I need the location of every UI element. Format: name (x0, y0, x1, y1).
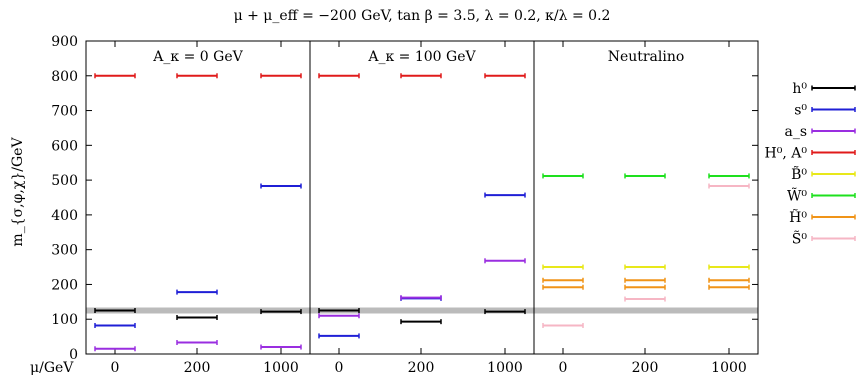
y-tick-label: 500 (51, 173, 78, 189)
data-point (400, 73, 442, 79)
data-point (318, 333, 360, 339)
x-tick-label: 200 (408, 360, 435, 376)
x-tick-label: 1000 (487, 360, 523, 376)
y-tick-label: 400 (51, 208, 78, 224)
chart-title: μ + μ_eff = −200 GeV, tan β = 3.5, λ = 0… (234, 8, 611, 24)
y-tick-label: 600 (51, 138, 78, 154)
data-point (484, 258, 526, 264)
data-point (708, 183, 750, 189)
legend: h⁰ s⁰ a_s H⁰, A⁰ B̃⁰ W̃⁰ H̃⁰ S̃⁰ (765, 81, 856, 248)
legend-entry: B̃⁰ (791, 165, 856, 183)
data-point (624, 284, 666, 290)
x-tick-label: 1000 (263, 360, 299, 376)
data-point (318, 73, 360, 79)
data-point (708, 173, 750, 179)
panel-label: Neutralino (608, 49, 685, 65)
data-point (542, 284, 584, 290)
legend-entry: a_s (784, 124, 856, 140)
legend-entry: H⁰, A⁰ (765, 146, 856, 162)
data-point (542, 322, 584, 328)
data-point (260, 183, 302, 189)
data-point (94, 322, 136, 328)
data-point (318, 313, 360, 319)
y-tick-label: 800 (51, 69, 78, 85)
data-point (400, 319, 442, 325)
data-point (176, 340, 218, 346)
y-tick-label: 0 (69, 347, 78, 363)
data-point (94, 308, 136, 314)
data-point (624, 173, 666, 179)
data-point (708, 264, 750, 270)
y-tick-label: 100 (51, 312, 78, 328)
x-tick-label: 1000 (711, 360, 747, 376)
legend-label: W̃⁰ (787, 187, 807, 205)
legend-entry: h⁰ (792, 81, 856, 97)
data-point (542, 264, 584, 270)
plot-frame (85, 40, 759, 355)
legend-entry: H̃⁰ (789, 208, 856, 226)
y-tick-label: 700 (51, 104, 78, 120)
legend-label: s⁰ (794, 103, 807, 119)
x-tick-label: 0 (335, 360, 344, 376)
data-point (484, 73, 526, 79)
data-point (484, 192, 526, 198)
legend-label: B̃⁰ (791, 165, 807, 183)
x-axis-label: μ/GeV (30, 360, 74, 376)
data-point (542, 277, 584, 283)
plot-area: 0 100 200 300 400 500 600 700 800 900 0 200 1000 0 200… (51, 34, 759, 376)
panel-label: A_κ = 100 GeV (367, 49, 476, 65)
y-tick-label: 300 (51, 243, 78, 259)
x-tick-label: 0 (559, 360, 568, 376)
data-point (624, 296, 666, 302)
data-point (708, 277, 750, 283)
data-point (260, 73, 302, 79)
data-point (260, 309, 302, 315)
data-point (624, 277, 666, 283)
legend-entry: s⁰ (794, 103, 856, 119)
legend-entry: W̃⁰ (787, 187, 856, 205)
y-axis-label: m_{σ,φ,χ}/GeV (10, 137, 26, 247)
y-tick-label: 200 (51, 277, 78, 293)
data-point (400, 295, 442, 301)
x-tick-label: 200 (632, 360, 659, 376)
data-point (94, 346, 136, 352)
data-point (708, 284, 750, 290)
panel-label: A_κ = 0 GeV (152, 49, 243, 65)
x-tick-label: 200 (184, 360, 211, 376)
data-point (94, 73, 136, 79)
data-point (176, 73, 218, 79)
legend-entry: S̃⁰ (792, 230, 856, 248)
legend-label: H⁰, A⁰ (765, 146, 808, 162)
data-point (176, 314, 218, 320)
legend-label: S̃⁰ (792, 230, 808, 248)
data-point (318, 308, 360, 314)
legend-label: h⁰ (792, 81, 807, 97)
y-tick-label: 900 (51, 34, 78, 50)
legend-label: H̃⁰ (789, 208, 807, 226)
x-tick-label: 0 (111, 360, 120, 376)
data-point (484, 309, 526, 315)
data-point (176, 289, 218, 295)
data-point (542, 173, 584, 179)
data-point (260, 344, 302, 350)
data-point (624, 264, 666, 270)
legend-label: a_s (784, 124, 807, 140)
